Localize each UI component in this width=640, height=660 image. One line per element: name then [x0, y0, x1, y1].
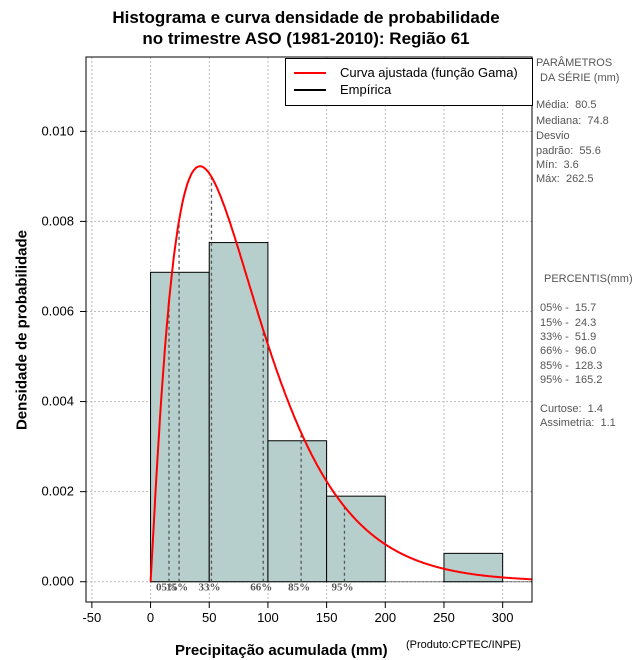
legend: Curva ajustada (função Gama) Empírica	[285, 58, 533, 106]
stats-heading2: DA SÉRIE (mm)	[540, 72, 620, 84]
y-axis-label: Densidade de probabilidade	[13, 229, 31, 431]
percentile-label: 05%	[156, 582, 178, 594]
y-tick-label: 0.000	[41, 574, 74, 589]
percentiles-heading: PERCENTIS(mm)	[544, 273, 633, 285]
stat-skewness: Assimetria: 1.1	[540, 417, 616, 429]
y-tick-label: 0.010	[41, 123, 74, 138]
stat-max: Máx: 262.5	[536, 173, 594, 185]
histogram-bar	[326, 495, 386, 583]
stat-median: Mediana: 74.8	[536, 115, 609, 127]
plot-frame	[85, 56, 533, 603]
x-tick-label: 200	[374, 610, 396, 625]
y-tick-label: 0.004	[41, 394, 74, 409]
y-tick-label: 0.002	[41, 484, 74, 499]
x-tick-label: 0	[147, 610, 154, 625]
percentile-33: 33% - 51.9	[540, 331, 597, 343]
percentile-05: 05% - 15.7	[540, 302, 597, 314]
percentile-95: 95% - 165.2	[540, 374, 603, 386]
percentile-label: 33%	[198, 582, 220, 594]
y-tick-label: 0.006	[41, 303, 74, 318]
stat-sd-label: Desvio	[536, 130, 570, 142]
x-axis-label: Precipitação acumulada (mm)	[175, 642, 388, 659]
x-tick-label: 250	[433, 610, 455, 625]
stat-min: Mín: 3.6	[536, 159, 579, 171]
x-tick-label: -50	[82, 610, 101, 625]
y-tick-label: 0.008	[41, 213, 74, 228]
legend-label-fitted: Curva ajustada (função Gama)	[340, 65, 518, 80]
stat-sd: padrão: 55.6	[536, 145, 601, 157]
legend-item-fitted: Curva ajustada (função Gama)	[294, 65, 518, 80]
legend-label-empirical: Empírica	[340, 82, 392, 97]
legend-swatch-fitted	[294, 71, 326, 74]
percentile-15: 15% - 24.3	[540, 317, 597, 329]
gamma-density-curve	[149, 165, 532, 582]
histogram-bar	[208, 242, 269, 583]
histogram-bar	[267, 440, 328, 583]
percentile-label: 85%	[288, 582, 310, 594]
stat-mean: Média: 80.5	[536, 99, 597, 111]
percentile-label: 95%	[331, 582, 353, 594]
stat-kurtosis: Curtose: 1.4	[540, 403, 603, 415]
x-tick-label: 50	[202, 610, 216, 625]
stats-heading1: PARÂMETROS	[536, 57, 613, 69]
x-tick-label: 300	[492, 610, 514, 625]
legend-item-empirical: Empírica	[294, 82, 391, 97]
percentile-label: 15%	[166, 582, 188, 594]
product-credit: (Produto:CPTEC/INPE)	[406, 639, 521, 651]
chart-title-line2: no trimestre ASO (1981-2010): Região 61	[142, 29, 470, 48]
chart-title-line1: Histograma e curva densidade de probabil…	[112, 8, 500, 27]
percentile-66: 66% - 96.0	[540, 345, 597, 357]
legend-swatch-empirical	[294, 88, 326, 91]
percentile-label: 66%	[250, 582, 272, 594]
x-tick-label: 100	[257, 610, 279, 625]
x-tick-label: 150	[316, 610, 338, 625]
percentile-85: 85% - 128.3	[540, 360, 603, 372]
